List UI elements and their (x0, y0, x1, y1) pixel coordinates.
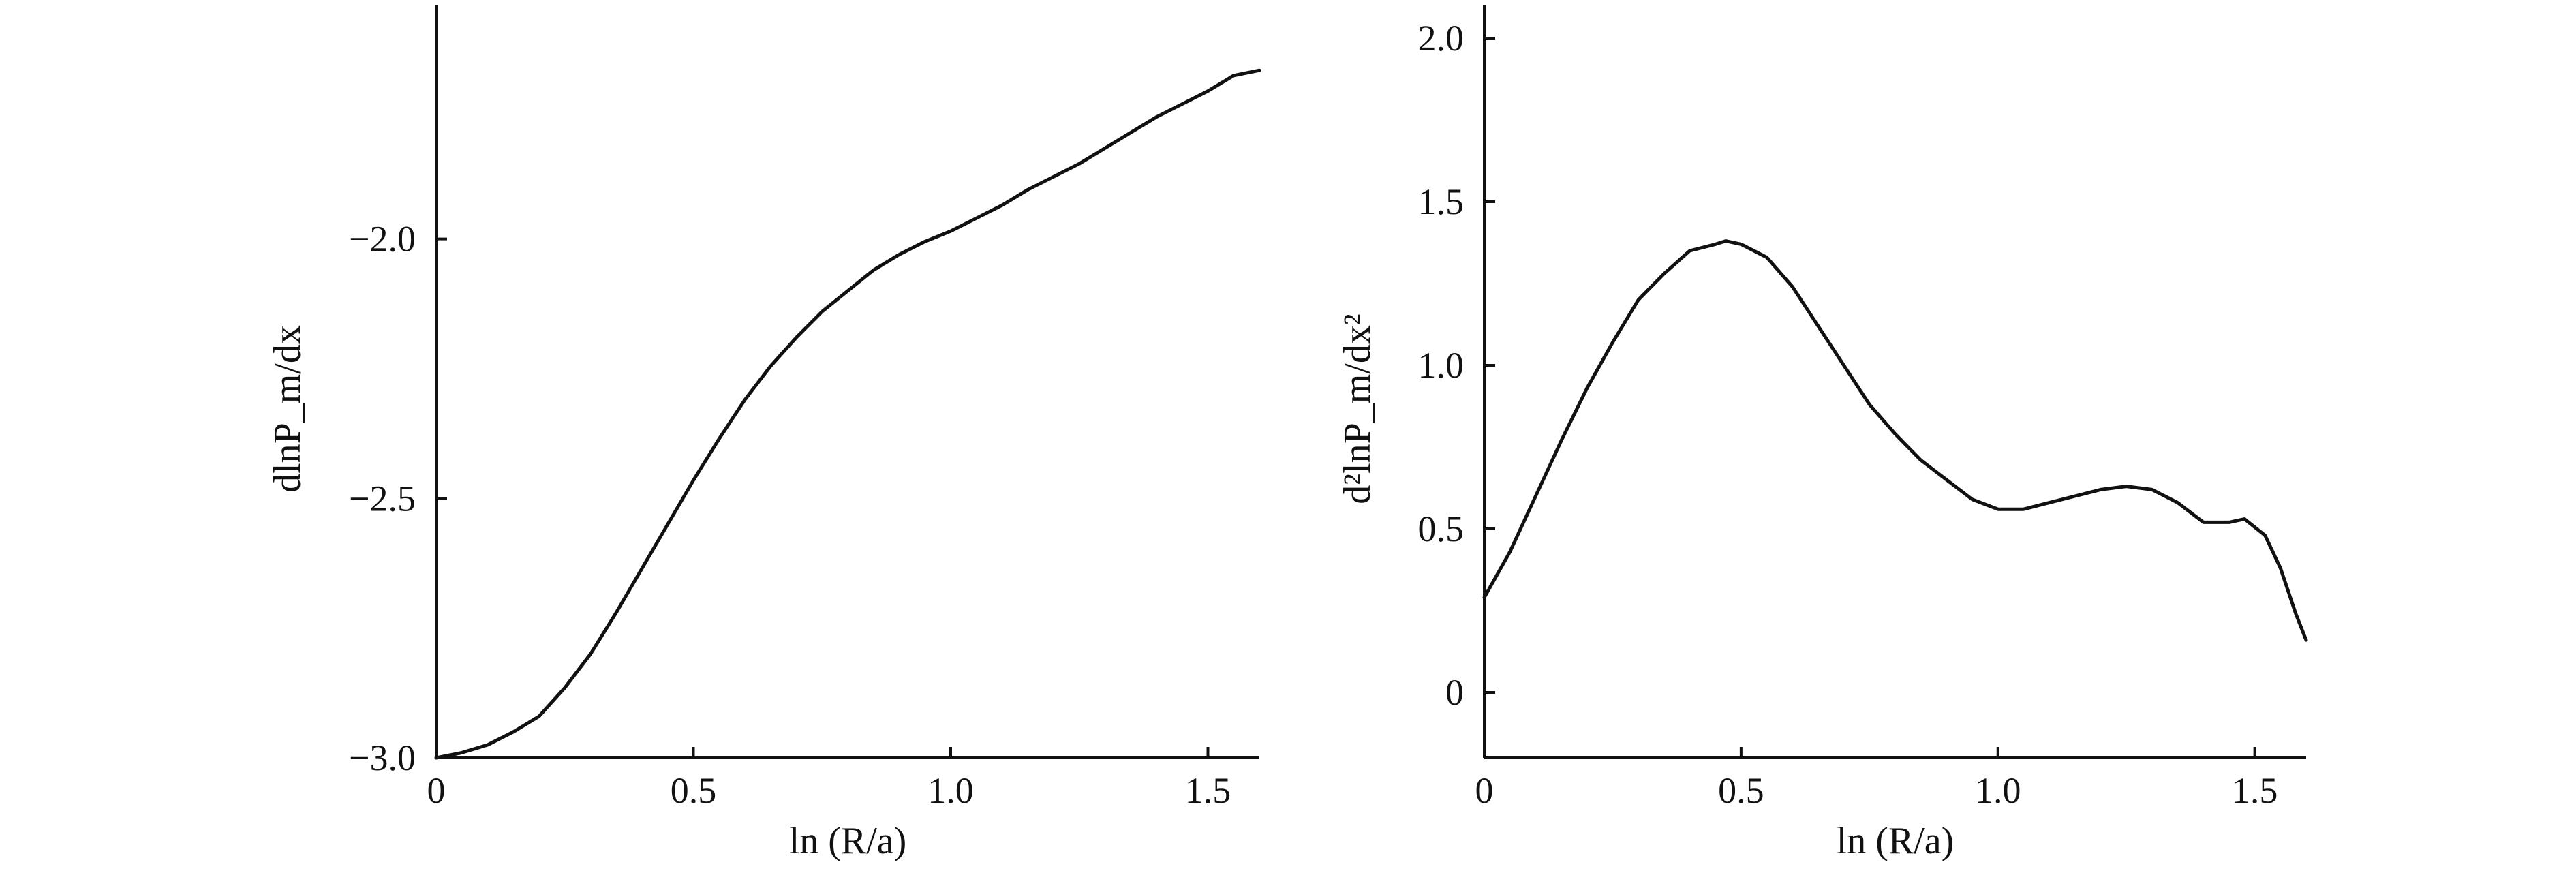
y-tick-label: 1.5 (1418, 181, 1465, 222)
y-tick-label: 0 (1445, 672, 1464, 713)
x-tick-label: 0 (1475, 770, 1494, 811)
y-axis-title: d²lnP_m/dx² (1336, 313, 1379, 504)
y-tick-label: 1.0 (1418, 345, 1465, 386)
x-tick-label: 0.5 (671, 770, 717, 811)
y-tick-label: 0.5 (1418, 508, 1465, 549)
left-panel: 0 0.5 1.0 1.5 −3.0 −2.5 −2.0 ln (R/a) dlnP_m/dx (266, 5, 1261, 862)
x-axis-title: ln (R/a) (1837, 820, 1954, 862)
right-panel: 0 0.5 1.0 1.5 0 0.5 1.0 1.5 2.0 ln (R/a) d²lnP_m/d… (1336, 5, 2308, 862)
x-tick-label: 1.5 (1185, 770, 1231, 811)
y-tick-label: 2.0 (1418, 18, 1465, 59)
y-tick-label: −2.0 (349, 219, 416, 260)
x-tick-label: 1.5 (2232, 770, 2278, 811)
x-tick-label: 0.5 (1718, 770, 1764, 811)
x-tick-label: 0 (427, 770, 446, 811)
x-tick-label: 1.0 (1975, 770, 2021, 811)
series-line (434, 68, 1261, 760)
y-tick-label: −2.5 (349, 478, 416, 519)
y-axis-title: dlnP_m/dx (266, 325, 309, 493)
series-line (1482, 239, 2308, 642)
y-tick-label: −3.0 (349, 737, 416, 778)
x-axis-title: ln (R/a) (789, 820, 907, 862)
x-tick-label: 1.0 (927, 770, 974, 811)
